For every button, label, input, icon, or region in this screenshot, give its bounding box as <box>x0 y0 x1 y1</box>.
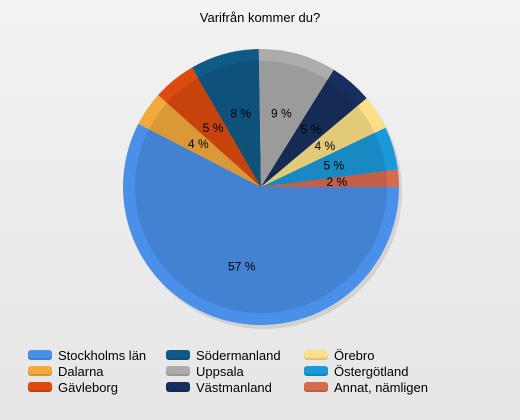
data-label-annat-namligen: 2 % <box>326 175 347 189</box>
chart-title: Varifrån kommer du? <box>199 10 321 25</box>
legend-item-gavleborg[interactable]: Gävleborg <box>28 379 166 395</box>
pie-slice-sodermanland[interactable] <box>192 49 261 187</box>
legend-swatch <box>28 350 52 360</box>
data-label-sodermanland: 8 % <box>230 107 251 121</box>
pie-slice-face <box>135 129 387 314</box>
legend-item-vastmanland[interactable]: Västmanland <box>166 379 304 395</box>
legend-item-sodermanland[interactable]: Södermanland <box>166 347 304 363</box>
legend-swatch <box>28 382 52 392</box>
legend-swatch <box>166 382 190 392</box>
pie-slice-face <box>261 171 387 187</box>
pie-slice-ostergotland[interactable] <box>261 127 398 187</box>
legend: Stockholms län Dalarna Gävleborg Södermanla… <box>28 347 442 395</box>
pie-slice-gavleborg[interactable] <box>158 67 261 187</box>
legend-item-annat-namligen[interactable]: Annat, nämligen <box>304 379 442 395</box>
legend-item-dalarna[interactable]: Dalarna <box>28 363 166 379</box>
pie-slice-face <box>198 61 261 187</box>
pie-slice-face <box>261 132 386 187</box>
legend-item-stockholms-lan[interactable]: Stockholms län <box>28 347 166 363</box>
legend-label: Västmanland <box>196 379 272 395</box>
data-label-stockholms-lan: 57 % <box>228 260 256 274</box>
pie-slice-annat-namligen[interactable] <box>261 169 400 187</box>
pie-slice-stockholms-lan[interactable] <box>123 123 399 325</box>
legend-swatch <box>304 382 328 392</box>
data-label-vastmanland: 5 % <box>300 123 321 137</box>
legend-label: Östergötland <box>334 363 409 379</box>
legend-label: Stockholms län <box>58 347 147 363</box>
pie-slice-vastmanland[interactable] <box>261 69 367 187</box>
pie-slice-uppsala[interactable] <box>258 49 334 187</box>
legend-label: Gävleborg <box>58 379 118 395</box>
legend-item-ostergotland[interactable]: Östergötland <box>304 363 442 379</box>
pie-slice-face <box>167 77 261 187</box>
legend-item-orebro[interactable]: Örebro <box>304 347 442 363</box>
legend-swatch <box>304 350 328 360</box>
pie-slice-face <box>261 79 358 187</box>
legend-swatch <box>28 366 52 376</box>
pie-slice-face <box>149 102 261 187</box>
legend-swatch <box>166 350 190 360</box>
legend-label: Örebro <box>334 347 375 363</box>
pie-slice-face <box>259 61 328 187</box>
legend-swatch <box>304 366 328 376</box>
data-label-orebro: 4 % <box>315 139 336 153</box>
pie-slice-face <box>261 106 375 187</box>
legend-label: Dalarna <box>58 363 104 379</box>
data-label-dalarna: 4 % <box>188 137 209 151</box>
legend-item-uppsala[interactable]: Uppsala <box>166 363 304 379</box>
legend-label: Södermanland <box>196 347 281 363</box>
pie-slice-dalarna[interactable] <box>138 94 261 187</box>
data-label-uppsala: 9 % <box>271 107 292 121</box>
legend-label: Uppsala <box>196 363 244 379</box>
legend-swatch <box>166 366 190 376</box>
legend-label: Annat, nämligen <box>334 379 428 395</box>
data-label-ostergotland: 5 % <box>324 159 345 173</box>
pie-slice-orebro[interactable] <box>261 98 386 187</box>
data-label-gavleborg: 5 % <box>203 121 224 135</box>
